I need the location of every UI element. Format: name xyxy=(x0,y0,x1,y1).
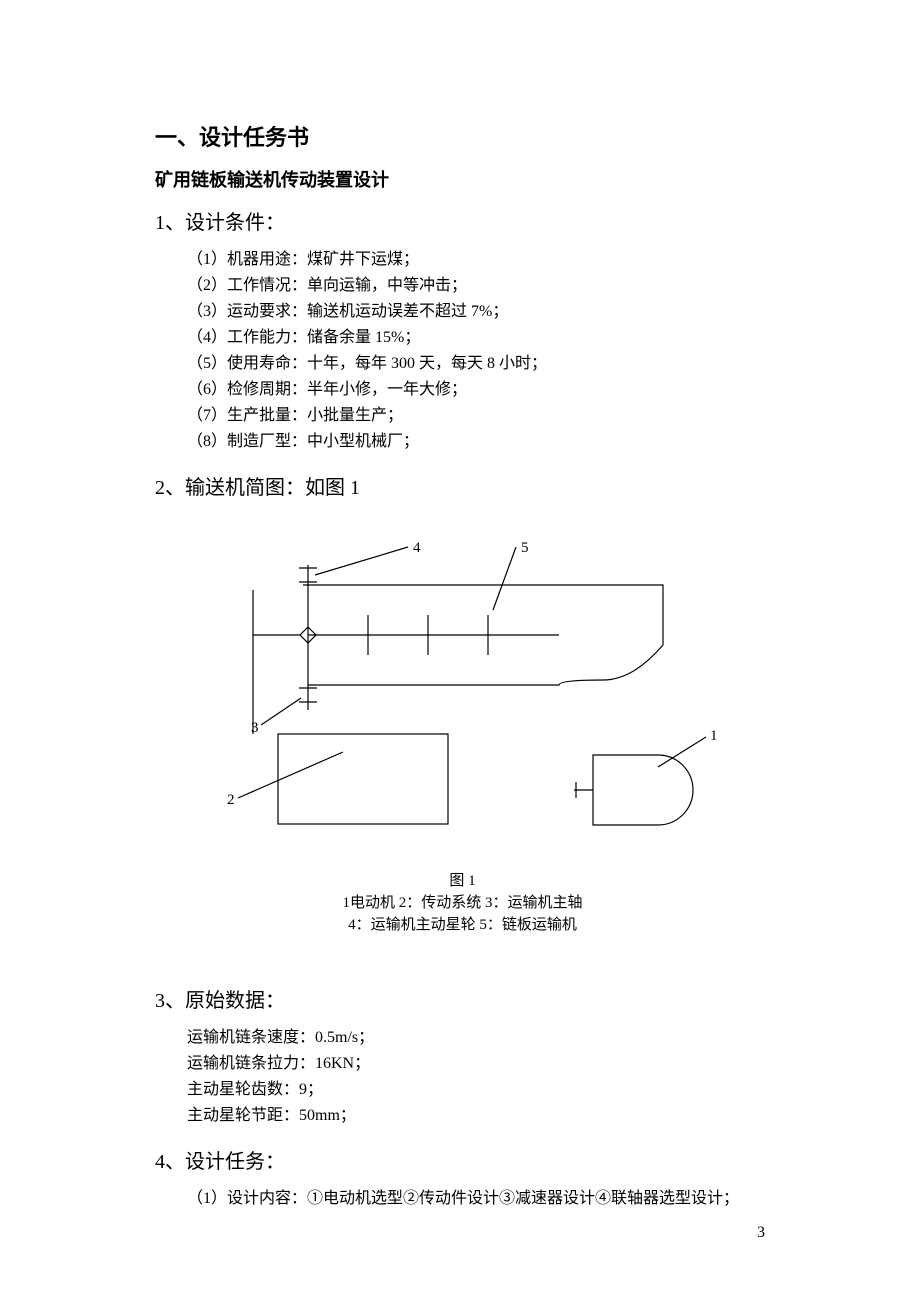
section1-title: 1、设计条件： xyxy=(155,206,770,235)
diagram-label-1: 1 xyxy=(710,728,718,744)
list-item: （1）机器用途：煤矿井下运煤； xyxy=(187,247,770,273)
diagram-label-3: 3 xyxy=(251,720,259,736)
list-item: （1）设计内容：①电动机选型②传动件设计③减速器设计④联轴器选型设计； xyxy=(187,1186,770,1212)
caption-line: 4：运输机主动星轮 5：链板运输机 xyxy=(155,914,770,936)
section2-title: 2、输送机简图：如图 1 xyxy=(155,471,770,500)
diagram-label-2: 2 xyxy=(227,792,235,808)
section3-title: 3、原始数据： xyxy=(155,984,770,1013)
section4-title: 4、设计任务： xyxy=(155,1145,770,1174)
page-number: 3 xyxy=(757,1224,765,1242)
list-item: （6）检修周期：半年小修，一年大修； xyxy=(187,377,770,403)
heading-1: 一、设计任务书 xyxy=(155,120,770,152)
list-item: （8）制造厂型：中小型机械厂； xyxy=(187,429,770,455)
list-item: （4）工作能力：储备余量 15%； xyxy=(187,325,770,351)
list-item: （5）使用寿命：十年，每年 300 天，每天 8 小时； xyxy=(187,351,770,377)
list-item: 运输机链条拉力：16KN； xyxy=(187,1051,770,1077)
section1-list: （1）机器用途：煤矿井下运煤； （2）工作情况：单向运输，中等冲击； （3）运动… xyxy=(187,247,770,455)
list-item: 主动星轮节距：50mm； xyxy=(187,1103,770,1129)
diagram-svg: 4 5 3 2 1 xyxy=(203,530,723,860)
section4-list: （1）设计内容：①电动机选型②传动件设计③减速器设计④联轴器选型设计； xyxy=(187,1186,770,1212)
section3-list: 运输机链条速度：0.5m/s； 运输机链条拉力：16KN； 主动星轮齿数：9； … xyxy=(187,1025,770,1129)
caption-title: 图 1 xyxy=(155,870,770,892)
figure-caption: 图 1 1电动机 2：传动系统 3：运输机主轴 4：运输机主动星轮 5：链板运输… xyxy=(155,870,770,936)
diagram-label-4: 4 xyxy=(413,540,421,556)
heading-2: 矿用链板输送机传动装置设计 xyxy=(155,166,770,192)
conveyor-diagram: 4 5 3 2 1 xyxy=(155,530,770,860)
list-item: （2）工作情况：单向运输，中等冲击； xyxy=(187,273,770,299)
list-item: （7）生产批量：小批量生产； xyxy=(187,403,770,429)
diagram-label-5: 5 xyxy=(521,540,529,556)
list-item: 运输机链条速度：0.5m/s； xyxy=(187,1025,770,1051)
list-item: 主动星轮齿数：9； xyxy=(187,1077,770,1103)
list-item: （3）运动要求：输送机运动误差不超过 7%； xyxy=(187,299,770,325)
caption-line: 1电动机 2：传动系统 3：运输机主轴 xyxy=(155,892,770,914)
